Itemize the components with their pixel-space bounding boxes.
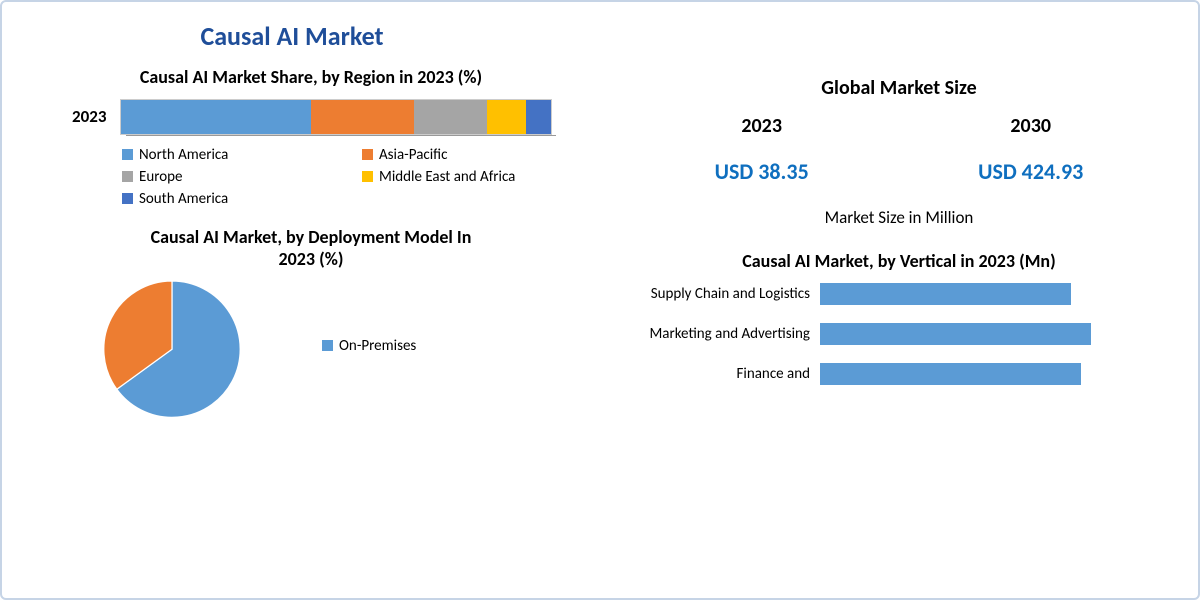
infographic-page: Causal AI Market Causal AI Market Share,… bbox=[0, 0, 1200, 600]
main-title: Causal AI Market bbox=[32, 20, 552, 52]
legend-swatch bbox=[322, 340, 333, 351]
deployment-chart-row: On-Premises bbox=[32, 281, 590, 417]
legend-label: North America bbox=[139, 146, 228, 164]
legend-item: Europe bbox=[122, 168, 332, 186]
gms-year: 2030 bbox=[978, 114, 1083, 138]
vbar-row: Supply Chain and Logistics bbox=[630, 283, 1168, 305]
region-stacked-bar: 2023 bbox=[32, 99, 590, 135]
gms-value: USD 424.93 bbox=[978, 158, 1083, 185]
legend-label: Middle East and Africa bbox=[379, 168, 515, 186]
deployment-chart-title: Causal AI Market, by Deployment Model In… bbox=[141, 226, 481, 271]
region-chart-title: Causal AI Market Share, by Region in 202… bbox=[32, 66, 590, 89]
gms-caption: Market Size in Million bbox=[630, 207, 1168, 228]
vbar-bar bbox=[820, 283, 1071, 305]
legend-label: On-Premises bbox=[339, 337, 416, 355]
legend-swatch bbox=[362, 171, 373, 182]
region-year-label: 2023 bbox=[72, 106, 106, 127]
legend-item: Asia-Pacific bbox=[362, 146, 572, 164]
legend-swatch bbox=[122, 193, 133, 204]
deployment-legend: On-Premises bbox=[322, 337, 416, 361]
legend-item: On-Premises bbox=[322, 337, 416, 355]
legend-swatch bbox=[362, 149, 373, 160]
region-segment bbox=[526, 100, 552, 134]
region-legend: North America Asia-Pacific Europe Middle Ea… bbox=[32, 146, 590, 208]
global-market-size-block: Global Market Size 2023 USD 38.35 2030 USD … bbox=[630, 76, 1168, 228]
legend-label: Asia-Pacific bbox=[379, 146, 447, 164]
legend-label: Europe bbox=[139, 168, 182, 186]
vbar-track bbox=[820, 283, 1168, 305]
vbar-track bbox=[820, 363, 1168, 385]
right-column: Global Market Size 2023 USD 38.35 2030 USD … bbox=[630, 58, 1168, 417]
region-segment bbox=[121, 100, 310, 134]
vertical-bars: Supply Chain and Logistics Marketing and … bbox=[630, 283, 1168, 385]
legend-swatch bbox=[122, 149, 133, 160]
region-segment bbox=[311, 100, 414, 134]
legend-swatch bbox=[122, 171, 133, 182]
legend-item: Middle East and Africa bbox=[362, 168, 572, 186]
region-bar-track bbox=[120, 99, 552, 135]
vbar-bar bbox=[820, 363, 1081, 385]
vertical-chart: Causal AI Market, by Vertical in 2023 (M… bbox=[630, 250, 1168, 385]
vbar-label: Marketing and Advertising bbox=[630, 325, 820, 343]
legend-item: South America bbox=[122, 190, 332, 208]
deployment-chart: Causal AI Market, by Deployment Model In… bbox=[32, 226, 590, 417]
gms-column: 2023 USD 38.35 bbox=[715, 114, 809, 185]
gms-column: 2030 USD 424.93 bbox=[978, 114, 1083, 185]
content-grid: Causal AI Market Share, by Region in 202… bbox=[32, 58, 1168, 417]
gms-columns: 2023 USD 38.35 2030 USD 424.93 bbox=[630, 114, 1168, 185]
vbar-label: Supply Chain and Logistics bbox=[630, 285, 820, 303]
legend-item: North America bbox=[122, 146, 332, 164]
vbar-row: Finance and bbox=[630, 363, 1168, 385]
vertical-chart-title: Causal AI Market, by Vertical in 2023 (M… bbox=[630, 250, 1168, 273]
deployment-pie bbox=[62, 281, 282, 417]
left-column: Causal AI Market Share, by Region in 202… bbox=[32, 58, 590, 417]
region-segment bbox=[487, 100, 526, 134]
vbar-track bbox=[820, 323, 1168, 345]
vbar-bar bbox=[820, 323, 1091, 345]
vbar-row: Marketing and Advertising bbox=[630, 323, 1168, 345]
gms-value: USD 38.35 bbox=[715, 158, 809, 185]
legend-label: South America bbox=[139, 190, 228, 208]
vbar-label: Finance and bbox=[630, 365, 820, 383]
gms-year: 2023 bbox=[715, 114, 809, 138]
region-axis-line bbox=[126, 135, 556, 136]
gms-heading: Global Market Size bbox=[630, 76, 1168, 100]
region-segment bbox=[414, 100, 487, 134]
